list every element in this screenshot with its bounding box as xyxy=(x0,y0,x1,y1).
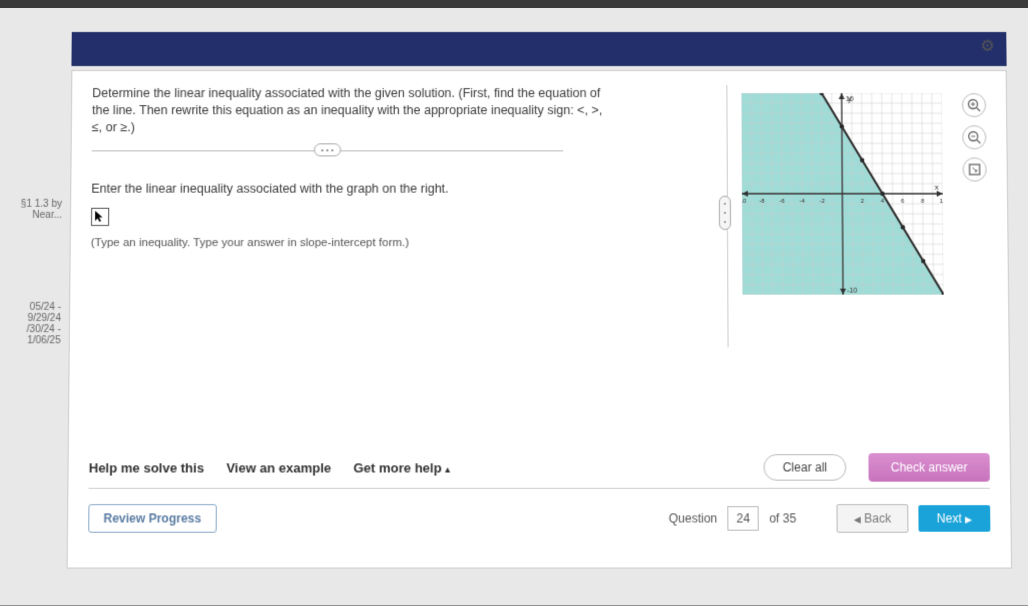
svg-text:x: x xyxy=(935,183,939,192)
collapse-pill[interactable]: • • • xyxy=(314,143,341,156)
sidebar-dates: 05/24 - 9/29/24 /30/24 - 1/06/25 xyxy=(0,302,61,347)
help-me-solve-link[interactable]: Help me solve this xyxy=(89,460,204,475)
header-bar xyxy=(71,32,1006,66)
dropdown-icon: ▴ xyxy=(445,464,450,474)
fullscreen-icon[interactable] xyxy=(962,157,986,181)
content-row: Determine the linear inequality associat… xyxy=(90,85,995,357)
svg-text:-10: -10 xyxy=(847,288,857,295)
handle-dot: • xyxy=(724,200,726,207)
back-icon: ◀ xyxy=(854,514,861,524)
svg-text:-6: -6 xyxy=(779,199,785,205)
svg-text:-2: -2 xyxy=(820,199,826,205)
zoom-out-icon[interactable] xyxy=(962,125,986,149)
panel-resize-handle[interactable]: • • • xyxy=(719,196,731,230)
svg-text:y: y xyxy=(848,94,852,103)
sidebar-date-a: 05/24 - 9/29/24 xyxy=(0,302,61,324)
cursor-icon xyxy=(93,209,107,223)
section-divider: • • • xyxy=(92,150,563,151)
next-button[interactable]: Next ▶ xyxy=(918,505,990,532)
question-column: Determine the linear inequality associat… xyxy=(90,85,724,357)
back-button[interactable]: ◀ Back xyxy=(837,504,909,533)
review-progress-button[interactable]: Review Progress xyxy=(88,504,216,533)
gear-icon[interactable]: ⚙ xyxy=(980,36,998,54)
main-panel: Determine the linear inequality associat… xyxy=(67,70,1012,569)
svg-text:-8: -8 xyxy=(759,199,765,205)
left-sidebar: §1 1.3 by Near... 05/24 - 9/29/24 /30/24… xyxy=(0,78,67,605)
svg-text:-10: -10 xyxy=(741,199,747,205)
handle-dot: • xyxy=(724,209,726,216)
app-screen: ⚙ §1 1.3 by Near... 05/24 - 9/29/24 /30/… xyxy=(0,8,1028,605)
prompt-text: Enter the linear inequality associated w… xyxy=(91,181,713,195)
answer-area xyxy=(91,207,713,230)
svg-text:10: 10 xyxy=(939,199,943,205)
view-example-link[interactable]: View an example xyxy=(226,460,331,475)
next-icon: ▶ xyxy=(965,514,972,524)
nav-row: Review Progress Question 24 of 35 ◀ Back… xyxy=(88,504,990,533)
horizontal-divider xyxy=(89,488,990,489)
graph-column: -10-8-6-4-224681010-10yx xyxy=(731,85,994,357)
question-number: 24 xyxy=(727,506,759,531)
svg-text:-4: -4 xyxy=(800,199,806,205)
hint-text: (Type an inequality. Type your answer in… xyxy=(91,237,713,249)
check-answer-button[interactable]: Check answer xyxy=(868,453,989,482)
graph-tools xyxy=(962,93,987,181)
question-label: Question xyxy=(669,511,718,525)
clear-all-button[interactable]: Clear all xyxy=(763,454,846,481)
handle-dot: • xyxy=(724,218,726,225)
instruction-text: Determine the linear inequality associat… xyxy=(92,85,603,136)
help-row: Help me solve this View an example Get m… xyxy=(89,453,990,482)
graph[interactable]: -10-8-6-4-224681010-10yx xyxy=(741,93,943,295)
get-more-help-link[interactable]: Get more help ▴ xyxy=(353,460,450,475)
sidebar-section-link[interactable]: §1 1.3 by Near... xyxy=(0,199,62,221)
zoom-in-icon[interactable] xyxy=(962,93,986,117)
question-total: of 35 xyxy=(769,511,796,525)
sidebar-date-b: /30/24 - 1/06/25 xyxy=(0,324,61,346)
answer-input[interactable] xyxy=(91,207,109,225)
